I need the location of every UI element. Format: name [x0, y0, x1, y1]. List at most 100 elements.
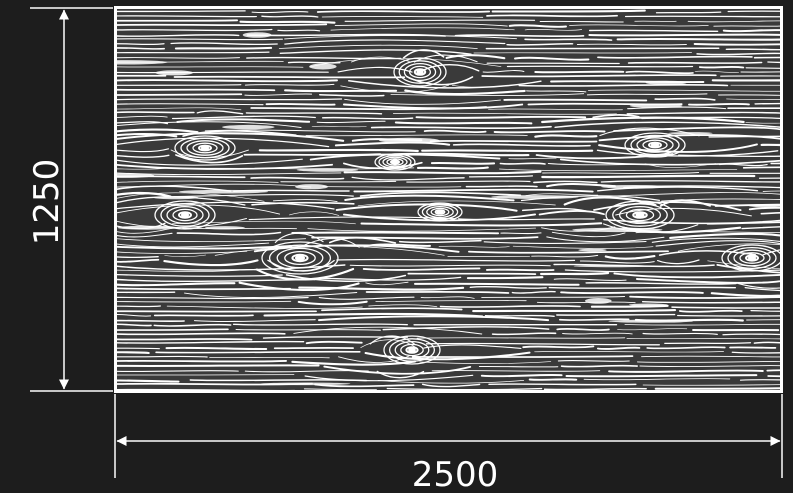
knot-ring: [642, 139, 668, 151]
grain-line: [520, 195, 661, 202]
grain-line: [522, 345, 595, 349]
grain-line: [365, 290, 510, 294]
grain-line: [117, 359, 288, 363]
grain-line: [512, 245, 654, 249]
grain-line: [274, 232, 324, 244]
grain-line: [608, 369, 764, 373]
grain-line: [284, 89, 398, 93]
grain-streak: [629, 303, 668, 307]
knot-ring: [624, 132, 686, 158]
grain-line: [390, 93, 585, 96]
grain-line: [588, 33, 780, 37]
grain-line: [445, 54, 506, 60]
grain-line: [524, 28, 583, 31]
knot-ring: [383, 335, 441, 365]
knot-center: [436, 210, 444, 214]
grain-line: [362, 267, 481, 271]
grain-line: [244, 83, 335, 86]
grain-line: [117, 332, 286, 336]
grain-line: [547, 163, 641, 166]
grain-line: [117, 227, 173, 234]
knot-ring: [733, 249, 771, 267]
knot-ring: [192, 142, 218, 154]
grain-line: [452, 84, 512, 88]
grain-line: [707, 260, 780, 270]
knot-ring: [166, 205, 204, 225]
knot-ring: [618, 205, 662, 225]
grain-line: [642, 384, 780, 386]
grain-line: [624, 15, 780, 18]
grain-line: [117, 232, 173, 238]
grain-line: [407, 272, 537, 275]
panel-border: [114, 6, 783, 393]
grain-line: [481, 74, 717, 78]
grain-line: [117, 379, 180, 383]
grain-line: [117, 132, 178, 138]
grain-line: [117, 278, 316, 283]
grain-line: [377, 380, 525, 384]
grain-line: [163, 259, 259, 267]
grain-line: [694, 70, 740, 73]
grain-line: [644, 163, 717, 168]
grain-line: [655, 11, 722, 14]
grain-line: [710, 292, 780, 298]
grain-line: [364, 351, 531, 361]
grain-line: [503, 98, 648, 102]
grain-line: [307, 227, 536, 232]
grain-line: [117, 107, 242, 111]
grain-line: [117, 93, 243, 96]
grain-line: [534, 350, 724, 353]
grain-line: [117, 338, 253, 341]
grain-streak: [573, 265, 654, 268]
grain-line: [560, 364, 638, 368]
grain-line: [351, 176, 465, 181]
knot-ring: [382, 156, 408, 168]
grain-streak: [242, 32, 272, 38]
grain-line: [284, 35, 517, 40]
knot-center: [650, 142, 660, 148]
knot-ring: [426, 205, 454, 219]
grain-line: [117, 43, 165, 46]
grain-streak: [578, 248, 607, 252]
grain-line: [488, 108, 623, 111]
grain-line: [745, 67, 780, 69]
grain-line: [553, 278, 627, 281]
grain-streak: [379, 137, 440, 143]
grain-line: [117, 111, 195, 114]
knot-ring: [374, 153, 416, 171]
grain-line: [338, 355, 410, 363]
grain-line: [117, 351, 150, 355]
grain-line: [737, 283, 780, 289]
grain-line: [531, 254, 599, 258]
grain-line: [473, 52, 692, 54]
grain-line: [117, 137, 330, 148]
grain-line: [117, 242, 270, 248]
grain-line: [117, 71, 329, 74]
grain-line: [423, 129, 487, 134]
grain-line: [535, 153, 674, 160]
grain-line: [608, 192, 780, 197]
grain-line: [677, 314, 780, 317]
grain-line: [626, 111, 780, 115]
grain-line: [485, 47, 720, 50]
grain-streak: [178, 189, 269, 194]
grain-line: [117, 57, 240, 59]
grain-line: [678, 309, 743, 313]
grain-line: [488, 383, 637, 386]
grain-line: [693, 43, 780, 46]
grain-line: [214, 245, 445, 256]
grain-line: [696, 52, 780, 56]
grain-line: [719, 163, 768, 167]
grain-line: [318, 315, 550, 322]
width-dimension-label: 2500: [412, 455, 499, 493]
grain-line: [319, 93, 385, 97]
grain-line: [511, 290, 556, 294]
grain-line: [279, 49, 472, 55]
grain-line: [646, 346, 726, 350]
grain-line: [538, 210, 605, 216]
knot-ring: [727, 246, 777, 270]
grain-line: [328, 236, 397, 244]
grain-line: [627, 106, 727, 110]
grain-streak: [585, 298, 612, 304]
grain-line: [525, 193, 599, 197]
